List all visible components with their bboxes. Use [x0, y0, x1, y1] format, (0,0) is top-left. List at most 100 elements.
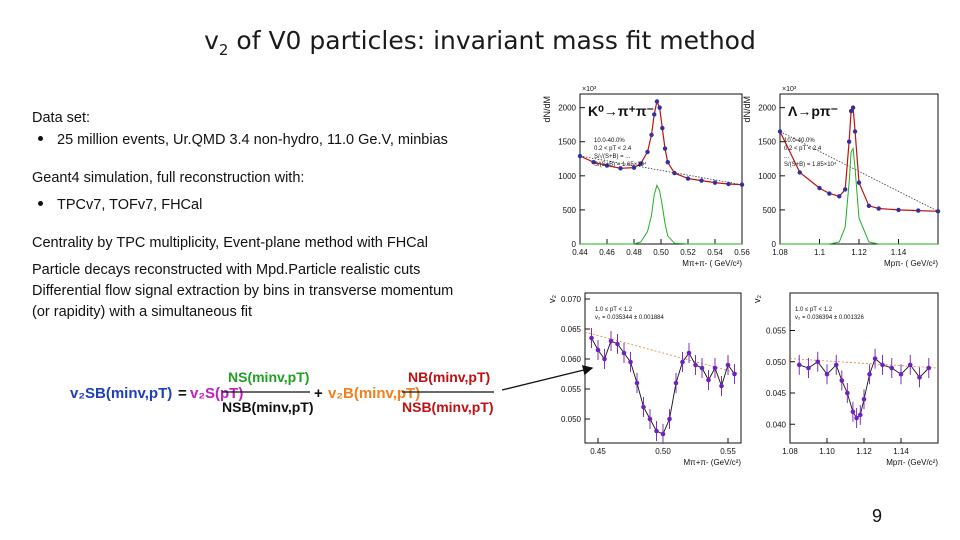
- data-point: [839, 378, 845, 383]
- dataset-bullet-text: 25 million events, Ur.QMD 3.4 non-hydro,…: [57, 132, 448, 148]
- data-point: [615, 341, 620, 347]
- bullet-dot-icon: [38, 135, 43, 141]
- total-fit-line: [779, 105, 939, 212]
- stat-box-line: 1.0 ≤ pT < 1.2: [595, 307, 633, 313]
- background-fit-line: [584, 331, 742, 375]
- data-point: [797, 170, 802, 175]
- x-axis-label: Mπ+π- (GeV/c²): [684, 458, 742, 467]
- data-point: [672, 170, 677, 176]
- data-point: [693, 362, 698, 368]
- data-point: [628, 359, 633, 365]
- data-point: [602, 356, 607, 362]
- data-point: [621, 350, 627, 356]
- stat-box-line: 10.0-40.0%: [784, 138, 815, 144]
- data-point: [673, 380, 679, 386]
- data-point: [706, 377, 711, 383]
- data-point: [634, 380, 640, 386]
- data-point: [916, 208, 921, 213]
- y-tick-label: 2000: [558, 104, 576, 113]
- stat-box-line: S/(S+B) = 1.65×10⁴: [594, 161, 647, 168]
- data-point: [858, 412, 863, 418]
- x-tick-label: 1.12: [851, 248, 867, 257]
- x-tick-label: 0.45: [590, 447, 606, 456]
- data-point: [898, 371, 904, 377]
- data-point: [725, 362, 731, 368]
- data-point: [907, 362, 913, 368]
- y-tick-label: 500: [763, 206, 777, 215]
- data-point: [777, 129, 783, 134]
- data-point: [866, 203, 872, 209]
- x-tick-label: 0.52: [680, 248, 696, 257]
- background-fit-line: [579, 155, 743, 186]
- data-point: [806, 365, 811, 371]
- data-point: [685, 176, 691, 181]
- data-point: [595, 347, 601, 353]
- stat-box-line: v₂ = 0.036394 ± 0.001326: [795, 315, 865, 321]
- x-tick-label: 1.1: [814, 248, 826, 257]
- x-tick-label: 1.08: [782, 447, 798, 456]
- x-tick-label: 1.10: [819, 447, 835, 456]
- axis-exponent: ×10³: [582, 86, 597, 93]
- y-tick-label: 2000: [758, 104, 776, 113]
- data-point: [654, 99, 660, 104]
- data-point: [712, 180, 718, 185]
- data-point: [577, 153, 583, 159]
- y-tick-label: 0.065: [561, 325, 582, 334]
- data-point: [657, 105, 662, 110]
- x-tick-label: 0.54: [707, 248, 723, 257]
- data-point: [917, 375, 922, 380]
- background-fit-line: [779, 131, 939, 212]
- data-point: [845, 390, 850, 396]
- data-point: [680, 359, 685, 365]
- data-point: [935, 209, 941, 214]
- y-tick-label: 0: [772, 240, 777, 249]
- axis-exponent: ×10³: [782, 86, 797, 93]
- formula-frac1-den: NSB(minv,pT): [222, 399, 314, 415]
- data-point: [699, 178, 704, 183]
- data-point: [719, 383, 724, 389]
- data-point: [732, 371, 737, 377]
- data-point: [850, 409, 856, 415]
- y-tick-label: 0.055: [561, 385, 582, 394]
- geant-heading: Geant4 simulation, full reconstruction w…: [32, 170, 305, 186]
- x-tick-label: 0.56: [734, 248, 750, 257]
- y-tick-label: 0.070: [561, 295, 582, 304]
- y-tick-label: 0.060: [561, 355, 582, 364]
- data-point: [824, 371, 830, 377]
- data-point: [842, 187, 848, 192]
- flow-formula: v₂SB(minv,pT) = v₂S(pT) NS(minv,pT) NSB(…: [70, 369, 494, 415]
- y-tick-label: 0: [572, 240, 577, 249]
- data-point: [652, 112, 657, 117]
- data-point: [665, 159, 670, 165]
- stat-box-line: v₂ = 0.035344 ± 0.001884: [595, 315, 665, 321]
- y-tick-label: 0.050: [561, 415, 582, 424]
- data-point: [662, 146, 668, 151]
- y-tick-label: 1000: [558, 172, 576, 181]
- title-rest: of V0 particles: invariant mass fit meth…: [228, 26, 756, 55]
- data-point: [889, 365, 895, 371]
- dataset-heading: Data set:: [32, 110, 91, 126]
- x-axis-label: Mpπ- (GeV/c²): [886, 458, 938, 467]
- formula-lhs: v₂SB(minv,pT): [70, 385, 172, 402]
- x-tick-label: 1.12: [856, 447, 872, 456]
- y-tick-label: 0.050: [766, 358, 787, 367]
- page-number: 9: [872, 506, 883, 526]
- title-subscript: 2: [218, 41, 229, 59]
- bullet-dot-icon: [38, 200, 43, 206]
- data-point: [608, 338, 614, 344]
- x-tick-label: 1.14: [893, 447, 909, 456]
- formula-equals: =: [178, 385, 187, 402]
- slide-title: v2 of V0 particles: invariant mass fit m…: [0, 26, 960, 59]
- x-axis-label: Mpπ- ( GeV/c²): [884, 259, 938, 268]
- data-point: [926, 365, 932, 371]
- formula-frac2-num: NB(minv,pT): [408, 369, 490, 385]
- y-tick-label: 500: [563, 206, 577, 215]
- data-point: [856, 180, 862, 185]
- data-point: [638, 161, 643, 166]
- formula-frac2-den: NSB(minv,pT): [402, 399, 494, 415]
- geant-bullet-text: TPCv7, TOFv7, FHCal: [57, 197, 203, 213]
- y-tick-label: 0.045: [766, 389, 787, 398]
- x-tick-label: 0.55: [720, 447, 736, 456]
- decays-text: Particle decays reconstructed with Mpd.P…: [32, 262, 421, 278]
- data-point: [654, 428, 659, 434]
